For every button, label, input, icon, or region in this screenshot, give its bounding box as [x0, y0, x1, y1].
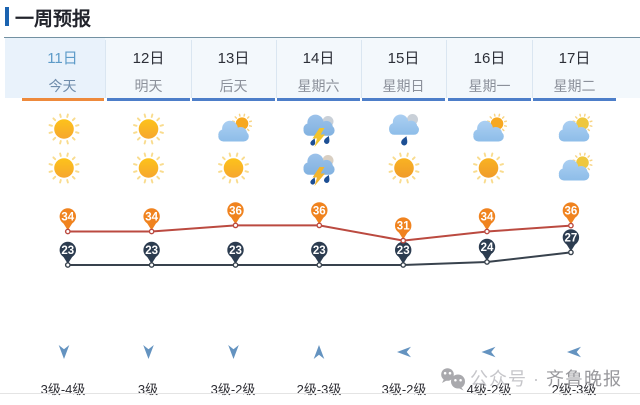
- svg-text:24: 24: [481, 242, 494, 254]
- svg-text:23: 23: [313, 245, 326, 257]
- svg-text:23: 23: [145, 245, 158, 257]
- svg-text:36: 36: [229, 205, 242, 217]
- svg-text:36: 36: [313, 205, 326, 217]
- svg-text:34: 34: [145, 211, 158, 223]
- svg-text:34: 34: [61, 211, 74, 223]
- svg-text:23: 23: [61, 245, 74, 257]
- svg-text:34: 34: [481, 211, 494, 223]
- svg-text:23: 23: [229, 245, 242, 257]
- svg-text:27: 27: [565, 232, 578, 244]
- svg-text:31: 31: [397, 221, 410, 233]
- svg-text:36: 36: [565, 206, 578, 218]
- svg-text:23: 23: [397, 245, 410, 257]
